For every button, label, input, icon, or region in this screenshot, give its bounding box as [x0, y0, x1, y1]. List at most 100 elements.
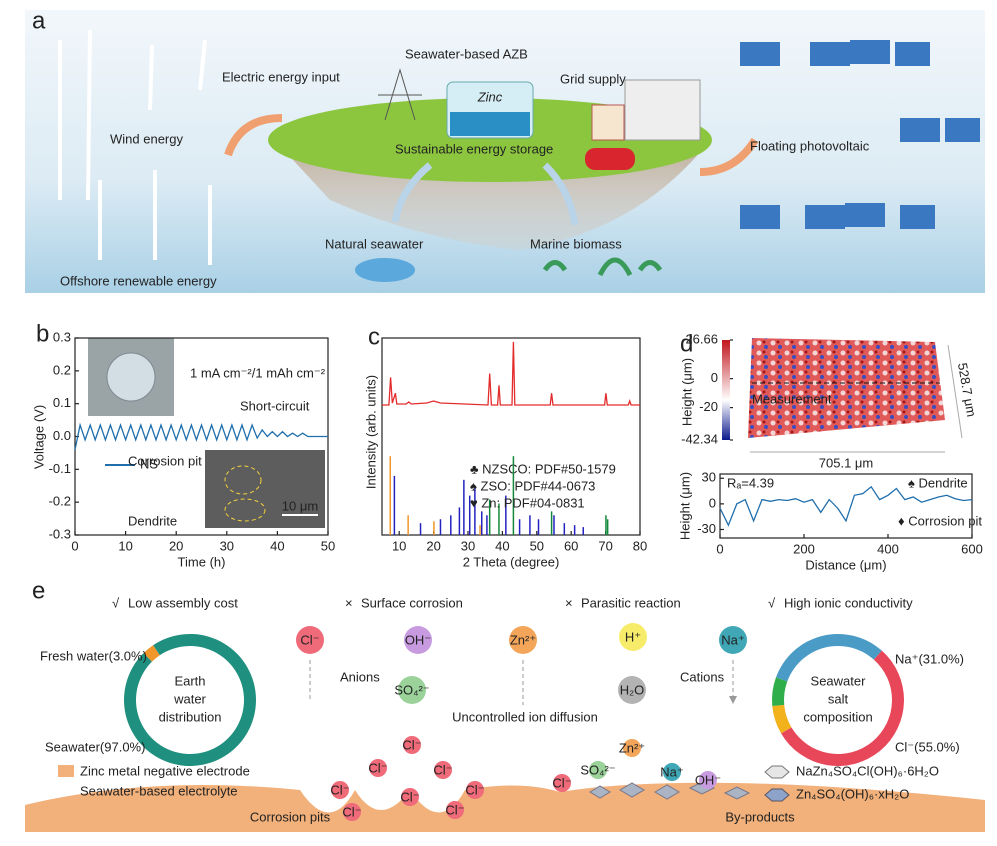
donut-center: composition [803, 709, 872, 724]
annotation: Rₐ=4.39 [727, 475, 774, 490]
ion-bubble [623, 739, 641, 757]
feature-mark: × [565, 595, 573, 610]
ion-bubble [618, 676, 646, 704]
panel-label: e [32, 577, 45, 604]
annotation: 528.7 μm [955, 362, 979, 418]
legend-label: ♠ ZSO: PDF#44-0673 [470, 478, 595, 493]
annotation: Short-circuit [240, 398, 310, 413]
battery-water [450, 112, 530, 136]
ion-bubble [446, 801, 464, 819]
label: NaZn₄SO₄Cl(OH)₆·6H₂O [796, 763, 939, 778]
ion-bubble [619, 623, 647, 651]
x-tick-label: 400 [877, 541, 899, 556]
legend-label: ♣ NZSCO: PDF#50-1579 [470, 461, 616, 476]
segment-label: Cl⁻(55.0%) [895, 739, 960, 754]
ion-label: Na⁺ [660, 764, 683, 779]
x-tick-label: 60 [564, 538, 578, 553]
x-tick-label: 200 [793, 541, 815, 556]
panel-label: a [32, 7, 46, 34]
x-tick-label: 20 [169, 538, 183, 553]
panel-label: c [368, 323, 380, 350]
y-tick-label: 0.3 [53, 329, 71, 344]
x-tick-label: 20 [426, 538, 440, 553]
ion-bubble [404, 626, 432, 654]
ion-label: Na⁺ [721, 632, 744, 647]
x-tick-label: 50 [321, 538, 335, 553]
ion-label: OH⁻ [405, 632, 431, 647]
donut-segment [772, 677, 788, 706]
label: Anions [340, 669, 380, 684]
y-axis-label: Height (μm) [677, 472, 692, 540]
label: Electric energy input [222, 69, 340, 84]
ion-label: Cl⁻ [342, 804, 361, 819]
x-axis-label: 2 Theta (degree) [463, 554, 560, 569]
x-tick-label: 40 [270, 538, 284, 553]
ion-label: Cl⁻ [368, 760, 387, 775]
ion-label: Cl⁻ [433, 762, 452, 777]
feature-text: Parasitic reaction [581, 595, 681, 610]
pit-outline [224, 465, 262, 495]
zso-icon [764, 788, 790, 802]
feature-text: Low assembly cost [128, 595, 238, 610]
ion-bubble [331, 781, 349, 799]
x-tick-label: 80 [633, 538, 647, 553]
label: Sustainable energy storage [395, 141, 553, 156]
legend-label: ♥ Zn: PDF#04-0831 [470, 495, 585, 510]
x-tick-label: 10 [118, 538, 132, 553]
label: Floating photovoltaic [750, 138, 870, 153]
x-tick-label: 0 [71, 538, 78, 553]
water-splash [355, 258, 415, 282]
y-tick-label: -0.2 [49, 494, 71, 509]
feature-mark: × [345, 595, 353, 610]
donut-center: Earth [174, 673, 205, 688]
ion-bubble [434, 761, 452, 779]
legend-label: NS [140, 456, 158, 471]
dendrite-outline [224, 498, 266, 522]
house [591, 104, 625, 141]
annotation: Measurement [752, 391, 832, 406]
annotation: 10 μm [282, 498, 318, 513]
turbines [58, 29, 212, 265]
color-bar [722, 340, 730, 440]
y-tick-label: 0.1 [53, 395, 71, 410]
ion-label: Cl⁻ [445, 802, 464, 817]
ion-label: Zn²⁺ [510, 632, 536, 647]
label: Wind energy [110, 131, 183, 146]
annotation: Corrosion pit [128, 453, 202, 468]
ion-bubble [663, 763, 681, 781]
ion-label: Cl⁻ [330, 782, 349, 797]
donut-segment [143, 645, 160, 662]
label: Corrosion pits [250, 809, 331, 824]
donut-center: distribution [159, 709, 222, 724]
donut-center: Seawater [811, 673, 867, 688]
label: Uncontrolled ion diffusion [452, 709, 598, 724]
ion-bubble [553, 774, 571, 792]
annotation: ♦ Corrosion pit [898, 513, 982, 528]
voltage-line [74, 422, 328, 450]
x-tick-label: 0 [716, 541, 723, 556]
colorbar-tick-label: -20 [699, 399, 718, 414]
biomass-icons [542, 257, 663, 277]
ion-label: H⁺ [625, 629, 641, 644]
height-profile [719, 485, 973, 527]
x-tick-label: 30 [461, 538, 475, 553]
car [585, 148, 635, 170]
y-axis-label: Intensity (arb. units) [363, 375, 378, 489]
ion-bubble [401, 788, 419, 806]
pylon [378, 68, 422, 121]
feature-text: High ionic conductivity [784, 595, 913, 610]
ion-label: OH⁻ [695, 772, 721, 787]
label: Zinc [477, 89, 503, 104]
panel-label: d [680, 330, 693, 357]
surface-3d [748, 338, 945, 438]
y-tick-label: -0.1 [49, 461, 71, 476]
colorbar-tick-label: 26.66 [685, 331, 718, 346]
ion-bubble [369, 759, 387, 777]
sem-image [205, 450, 325, 528]
nzsco-icon [764, 765, 790, 779]
electrode-legend [58, 765, 74, 777]
donut-segment [772, 704, 792, 734]
ion-bubble [589, 761, 607, 779]
dimension-lines [750, 344, 963, 453]
